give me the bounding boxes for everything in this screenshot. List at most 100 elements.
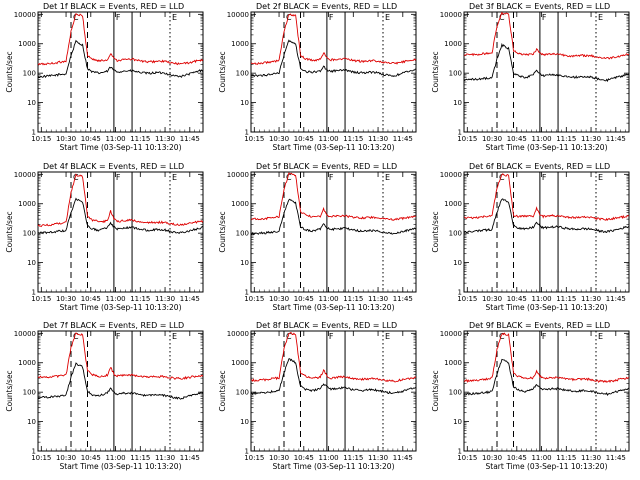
x-axis-label: Start Time (03-Sep-11 10:13:20)	[60, 303, 182, 312]
y-tick-label: 1	[458, 129, 462, 137]
series-line-events	[38, 362, 203, 400]
plot-frame	[37, 330, 204, 452]
panel-title: Det 1f BLACK = Events, RED = LLD	[43, 2, 184, 11]
y-axis-label: Counts/sec	[218, 211, 227, 252]
x-axis-label: Start Time (03-Sep-11 10:13:20)	[273, 462, 395, 471]
y-tick-label: 1	[32, 289, 36, 297]
x-tick-label: 10:45	[294, 135, 314, 143]
marker-label: C	[73, 332, 79, 341]
x-tick-label: 10:15	[457, 295, 477, 303]
y-tick-label: 100	[236, 230, 249, 238]
panel-title: Det 8f BLACK = Events, RED = LLD	[256, 321, 397, 330]
y-tick-label: 100	[236, 389, 249, 397]
panel-title: Det 5f BLACK = Events, RED = LLD	[256, 162, 397, 171]
x-tick-label: 11:45	[180, 295, 200, 303]
y-tick-label: 10000	[14, 11, 36, 19]
y-tick-label: 1	[32, 129, 36, 137]
x-tick-label: 10:15	[244, 135, 264, 143]
marker-label: C	[73, 173, 79, 182]
x-tick-label: 11:30	[155, 295, 175, 303]
x-tick-label: 11:15	[556, 295, 576, 303]
series-line-events	[38, 197, 203, 235]
x-tick-label: 10:30	[269, 295, 289, 303]
y-axis-label: Counts/sec	[5, 51, 14, 92]
marker-label: C	[499, 173, 505, 182]
x-tick-label: 11:45	[606, 135, 626, 143]
marker-label: C	[73, 13, 79, 22]
marker-label: E	[598, 13, 603, 22]
y-axis-label: Counts/sec	[431, 370, 440, 411]
y-tick-label: 10000	[227, 11, 249, 19]
x-tick-label: 11:30	[368, 454, 388, 462]
y-tick-label: 100	[23, 389, 36, 397]
y-tick-label: 1000	[231, 359, 249, 367]
panel-8: Det 8f BLACK = Events, RED = LLD 1 10 100 10…	[218, 321, 417, 471]
y-tick-label: 1	[32, 448, 36, 456]
x-tick-label: 11:15	[556, 135, 576, 143]
panel-2: Det 2f BLACK = Events, RED = LLD 1 10 100 10…	[218, 2, 417, 152]
x-axis-label: Start Time (03-Sep-11 10:13:20)	[273, 143, 395, 152]
x-tick-label: 11:45	[393, 135, 413, 143]
y-tick-label: 1000	[444, 40, 462, 48]
panel-1: Det 1f BLACK = Events, RED = LLD 1 10 100 10…	[5, 2, 204, 152]
y-tick-label: 1	[245, 448, 249, 456]
panel-4: Det 4f BLACK = Events, RED = LLD 1 10 100 10…	[5, 162, 204, 312]
marker-label: E	[598, 173, 603, 182]
x-tick-label: 11:45	[180, 135, 200, 143]
plot-frame	[37, 171, 204, 293]
marker-label: F	[116, 173, 121, 182]
x-tick-label: 10:30	[482, 135, 502, 143]
y-tick-label: 10	[240, 99, 249, 107]
marker-label: E	[172, 13, 177, 22]
y-axis-label: Counts/sec	[218, 51, 227, 92]
x-tick-label: 11:45	[393, 454, 413, 462]
series-line-lld	[38, 173, 203, 228]
panel-6: Det 6f BLACK = Events, RED = LLD 1 10 100 10…	[431, 162, 630, 312]
x-tick-label: 10:30	[56, 454, 76, 462]
marker-label: E	[598, 332, 603, 341]
plot-frame	[463, 11, 630, 133]
x-tick-label: 11:15	[556, 454, 576, 462]
series-line-lld	[251, 172, 416, 221]
x-axis-label: Start Time (03-Sep-11 10:13:20)	[60, 462, 182, 471]
series-line-lld	[464, 332, 629, 383]
x-axis-label: Start Time (03-Sep-11 10:13:20)	[486, 143, 608, 152]
marker-label: F	[116, 13, 121, 22]
x-tick-label: 10:45	[294, 454, 314, 462]
panel-title: Det 2f BLACK = Events, RED = LLD	[256, 2, 397, 11]
x-tick-label: 11:15	[343, 295, 363, 303]
y-tick-label: 10	[240, 418, 249, 426]
x-tick-label: 10:30	[482, 454, 502, 462]
marker-label: C	[286, 332, 292, 341]
y-tick-label: 1000	[444, 200, 462, 208]
x-tick-label: 11:00	[531, 295, 551, 303]
series-line-lld	[251, 13, 416, 66]
x-tick-label: 11:30	[155, 135, 175, 143]
marker-label: F	[542, 13, 547, 22]
marker-label: C	[499, 332, 505, 341]
x-tick-label: 11:00	[531, 454, 551, 462]
panel-title: Det 3f BLACK = Events, RED = LLD	[469, 2, 610, 11]
x-axis-label: Start Time (03-Sep-11 10:13:20)	[486, 303, 608, 312]
marker-label: F	[116, 332, 121, 341]
y-axis-label: Counts/sec	[218, 370, 227, 411]
x-tick-label: 10:45	[507, 135, 527, 143]
x-tick-label: 10:30	[482, 295, 502, 303]
x-tick-label: 10:15	[244, 295, 264, 303]
y-tick-label: 10000	[440, 171, 462, 179]
series-line-events	[464, 42, 629, 83]
x-tick-label: 10:45	[81, 295, 101, 303]
panel-title: Det 4f BLACK = Events, RED = LLD	[43, 162, 184, 171]
y-axis-label: Counts/sec	[5, 370, 14, 411]
panel-9: Det 9f BLACK = Events, RED = LLD 1 10 100 10…	[431, 321, 630, 471]
y-tick-label: 10	[240, 259, 249, 267]
x-tick-label: 10:45	[81, 454, 101, 462]
y-tick-label: 10	[453, 99, 462, 107]
y-tick-label: 100	[23, 70, 36, 78]
y-tick-label: 1	[458, 289, 462, 297]
series-line-lld	[251, 332, 416, 383]
series-line-events	[38, 39, 203, 79]
x-tick-label: 11:30	[155, 454, 175, 462]
series-line-events	[251, 198, 416, 236]
